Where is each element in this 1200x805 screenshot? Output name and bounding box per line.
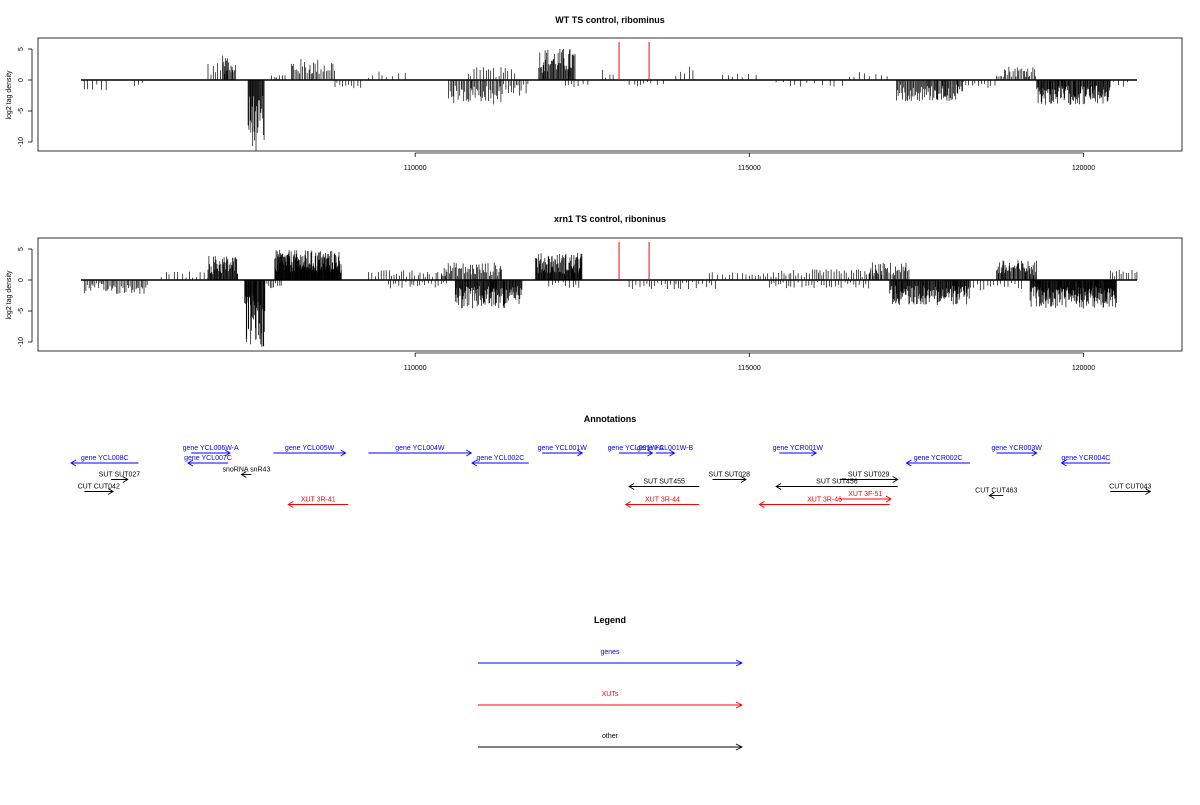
annotation-arrowhead <box>740 476 747 483</box>
density-bars <box>83 250 1138 347</box>
annotation-arrowhead <box>624 501 631 508</box>
x-tick-label: 115000 <box>738 165 761 172</box>
legend-arrowhead <box>735 659 744 667</box>
annotation-label: gene YCR003W <box>991 445 1042 452</box>
annotations-panel: Annotations gene YCL008C gene YCL006W-A ge… <box>70 414 1152 508</box>
plot-frame <box>37 37 1183 152</box>
y-tick-label: 0 <box>18 278 25 282</box>
annotation-arrowhead <box>187 459 194 467</box>
legend-label: genes <box>600 649 620 656</box>
legend-title: Legend <box>594 615 626 625</box>
annotation-arrowhead <box>471 459 478 467</box>
annotation-label: XUT 3R-41 <box>301 497 336 504</box>
annotation-label: gene YCL001W <box>538 445 588 452</box>
annotation-arrowhead <box>758 501 765 508</box>
annotation-label: gene YCR001W <box>773 445 824 452</box>
annotation-arrowhead <box>287 501 294 508</box>
annotation-label: gene YCL005W <box>285 445 335 452</box>
annotation-arrowhead <box>905 459 912 467</box>
annotation-label: SUT SUT456 <box>816 479 858 486</box>
annotation-arrowhead <box>1060 459 1067 467</box>
annotation-label: SUT SUT029 <box>848 472 890 479</box>
annotation-label: CUT CUT042 <box>78 484 120 491</box>
annotation-label: gene YCL001W-A <box>608 445 664 452</box>
annotation-arrowhead <box>988 492 995 499</box>
legend-label: XUTs <box>602 691 619 698</box>
annotation-label: CUT CUT043 <box>1109 484 1151 491</box>
annotation-label: XUT 3R-44 <box>645 497 680 504</box>
annotation-arrowhead <box>647 449 654 457</box>
y-tick-label: -5 <box>18 308 25 314</box>
x-tick-label: 110000 <box>404 165 427 172</box>
annotation-label: SUT SUT028 <box>709 472 751 479</box>
annotation-label: XUT 3R-46 <box>807 497 842 504</box>
annotation-arrowhead <box>628 483 635 490</box>
annotation-label: gene YCL007C <box>184 455 232 462</box>
annotation-arrowhead <box>577 449 584 457</box>
annotation-arrowhead <box>892 476 899 483</box>
annotations-title: Annotations <box>584 414 637 424</box>
y-tick-label: -10 <box>18 337 25 347</box>
annotation-label: gene YCL008C <box>81 455 129 462</box>
x-tick-label: 120000 <box>1072 365 1095 372</box>
annotation-label: SUT SUT027 <box>99 472 141 479</box>
annotation-arrowhead <box>775 483 782 490</box>
annotation-arrowhead <box>122 476 129 483</box>
track-wt-title: WT TS control, ribominus <box>555 15 665 25</box>
plot-frame <box>37 237 1183 352</box>
y-tick-label: -5 <box>18 108 25 114</box>
y-tick-label: 5 <box>18 47 25 51</box>
y-tick-label: 5 <box>18 247 25 251</box>
density-bars <box>83 48 1128 152</box>
track-xrn1-ylabel: log2 tag density <box>6 270 13 320</box>
track-wt: WT TS control, ribominus log2 tag densit… <box>6 15 1183 172</box>
legend-label: other <box>602 733 619 740</box>
annotation-label: gene YCL006W-A <box>183 445 239 452</box>
annotation-label: XUT 3F-51 <box>848 491 882 498</box>
annotation-label: snoRNA snR43 <box>222 467 270 474</box>
legend-arrowhead <box>735 743 744 751</box>
track-wt-ylabel: log2 tag density <box>6 70 13 120</box>
legend-arrowhead <box>735 701 744 709</box>
annotation-arrowhead <box>885 495 892 503</box>
annotation-arrowhead <box>1145 488 1152 495</box>
annotation-arrowhead <box>669 449 676 457</box>
annotation-arrowhead <box>224 449 231 457</box>
annotation-label: gene YCL002C <box>477 455 525 462</box>
annotation-arrowhead <box>466 449 473 457</box>
annotation-label: gene YCR004C <box>1061 455 1110 462</box>
annotation-label: gene YCL001W-B <box>637 445 693 452</box>
annotation-arrowhead <box>70 459 77 467</box>
legend-panel: Legend genes XUTs other <box>478 615 744 751</box>
x-tick-label: 115000 <box>738 365 761 372</box>
y-tick-label: -10 <box>18 137 25 147</box>
x-tick-label: 110000 <box>404 365 427 372</box>
track-xrn1-title: xrn1 TS control, riboninus <box>554 214 666 224</box>
annotation-arrowhead <box>340 449 347 457</box>
track-xrn1: xrn1 TS control, riboninus log2 tag dens… <box>6 214 1183 372</box>
annotation-arrowhead <box>240 471 247 478</box>
annotation-label: CUT CUT463 <box>975 488 1017 495</box>
annotation-arrowhead <box>1031 449 1038 457</box>
x-tick-label: 120000 <box>1072 165 1095 172</box>
annotation-label: gene YCR002C <box>914 455 963 462</box>
annotation-label: SUT SUT455 <box>643 479 685 486</box>
annotation-arrowhead <box>810 449 818 457</box>
annotation-arrowhead <box>107 488 114 495</box>
y-tick-label: 0 <box>18 78 25 82</box>
annotation-label: gene YCL004W <box>395 445 445 452</box>
